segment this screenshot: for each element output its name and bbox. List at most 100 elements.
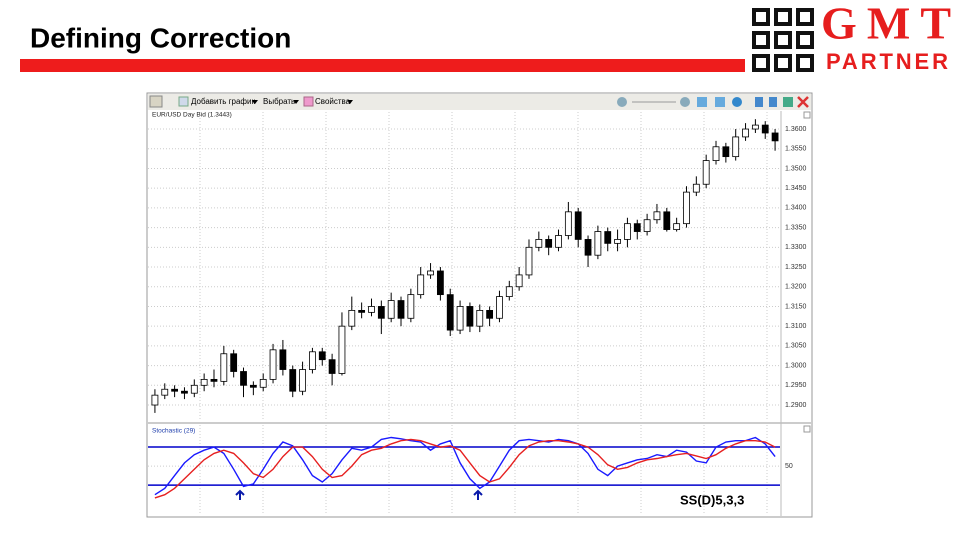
candle-body	[417, 274, 425, 296]
toolbar-icon[interactable]	[783, 97, 793, 107]
candle-body	[230, 353, 238, 372]
candle-body	[555, 235, 562, 248]
candle-body	[584, 239, 592, 256]
candle-body	[594, 231, 602, 256]
toolbar	[148, 94, 811, 110]
candle-body	[692, 183, 700, 193]
candle-body	[564, 211, 572, 236]
y-tick-label: 1.3300	[785, 244, 807, 251]
candle-body	[446, 294, 454, 331]
dropdown-arrow	[252, 100, 258, 104]
candle-body	[466, 306, 474, 327]
toolbar-button[interactable]: Свойства	[315, 97, 351, 106]
candle-body	[761, 124, 769, 134]
panel-title: EUR/USD Day Bid (1.3443)	[152, 112, 232, 119]
dropdown-arrow	[293, 100, 299, 104]
candle-body	[249, 384, 257, 388]
candle-body	[456, 306, 464, 331]
title-bar	[20, 59, 745, 72]
y-tick-label: 1.3350	[785, 224, 807, 231]
toolbar-icon[interactable]	[732, 97, 742, 107]
candle-body	[732, 136, 740, 158]
candle-body	[190, 384, 198, 394]
candle-body	[604, 231, 612, 244]
candle-body	[171, 388, 179, 392]
candle-body	[161, 388, 169, 396]
candle-body	[328, 359, 336, 374]
candle-body	[515, 274, 523, 288]
candle-body	[722, 146, 730, 158]
candle-body	[309, 351, 316, 370]
candle-body	[702, 160, 710, 185]
dropdown-arrow	[347, 100, 353, 104]
panel-button[interactable]	[803, 111, 811, 119]
toolbar-icon[interactable]	[697, 97, 707, 107]
candle-body	[683, 191, 690, 225]
candle-body	[624, 223, 631, 240]
y-tick-label: 1.3600	[785, 126, 807, 133]
y-tick-label: 1.3500	[785, 165, 807, 172]
candle-body	[348, 309, 356, 327]
candle-body	[377, 306, 385, 319]
y-tick-label: 1.3200	[785, 284, 807, 291]
y-tick-label: 1.3250	[785, 264, 807, 271]
toolbar-icon[interactable]	[178, 96, 189, 107]
candle-body	[387, 300, 395, 319]
toolbar-button[interactable]: Добавить график	[191, 97, 255, 106]
candle-body	[574, 211, 582, 240]
candle-body	[653, 211, 661, 221]
logo-text: GMT	[821, 0, 951, 49]
y-tick-label: 1.3550	[785, 146, 807, 153]
candle-body	[663, 211, 671, 230]
candle-body	[673, 223, 681, 230]
candle-body	[751, 124, 759, 130]
y-tick-label: 1.3000	[785, 362, 807, 369]
candle-body	[496, 296, 503, 319]
zoom-icon[interactable]	[680, 97, 690, 107]
candle-body	[545, 239, 553, 248]
y-tick-label: 1.3150	[785, 303, 807, 310]
candle-body	[220, 353, 228, 382]
logo-subtext: PARTNER	[826, 49, 948, 74]
toolbar-icon[interactable]	[149, 95, 163, 108]
candle-body	[486, 309, 494, 319]
candle-body	[407, 294, 415, 319]
logo-grid	[752, 8, 814, 72]
toolbar-icon[interactable]	[303, 96, 314, 107]
candle-body	[181, 390, 188, 394]
candle-body	[427, 270, 434, 276]
candle-body	[525, 246, 533, 276]
toolbar-icon[interactable]	[769, 97, 777, 107]
close-icon[interactable]	[797, 96, 809, 108]
y-tick-label: 50	[785, 463, 793, 470]
panel-button[interactable]	[803, 425, 811, 433]
stochastic-line	[154, 436, 776, 496]
candle-body	[240, 371, 247, 386]
candle-body	[368, 306, 375, 313]
candle-body	[269, 349, 277, 380]
candle-body	[210, 378, 218, 382]
zoom-icon[interactable]	[617, 97, 627, 107]
toolbar-icon[interactable]	[715, 97, 725, 107]
y-tick-label: 1.3400	[785, 205, 807, 212]
candle-body	[358, 309, 366, 313]
y-tick-label: 1.3050	[785, 343, 807, 350]
annotation: SS(D)5,3,3	[680, 492, 744, 507]
candle-body	[259, 378, 267, 388]
arrow-marker	[235, 489, 245, 500]
candle-body	[535, 239, 543, 248]
candle-body	[318, 351, 326, 361]
candle-body	[614, 239, 621, 244]
slide-title: Defining Correction	[30, 22, 291, 53]
candle-body	[436, 270, 444, 296]
candle-body	[476, 309, 484, 327]
toolbar-button[interactable]: Выбрать	[263, 97, 295, 106]
stochastic-line	[154, 438, 776, 499]
toolbar-icon[interactable]	[755, 97, 763, 107]
candle-body	[397, 300, 405, 319]
candle-body	[771, 132, 779, 142]
y-tick-label: 1.2900	[785, 402, 807, 409]
candle-body	[151, 394, 159, 406]
